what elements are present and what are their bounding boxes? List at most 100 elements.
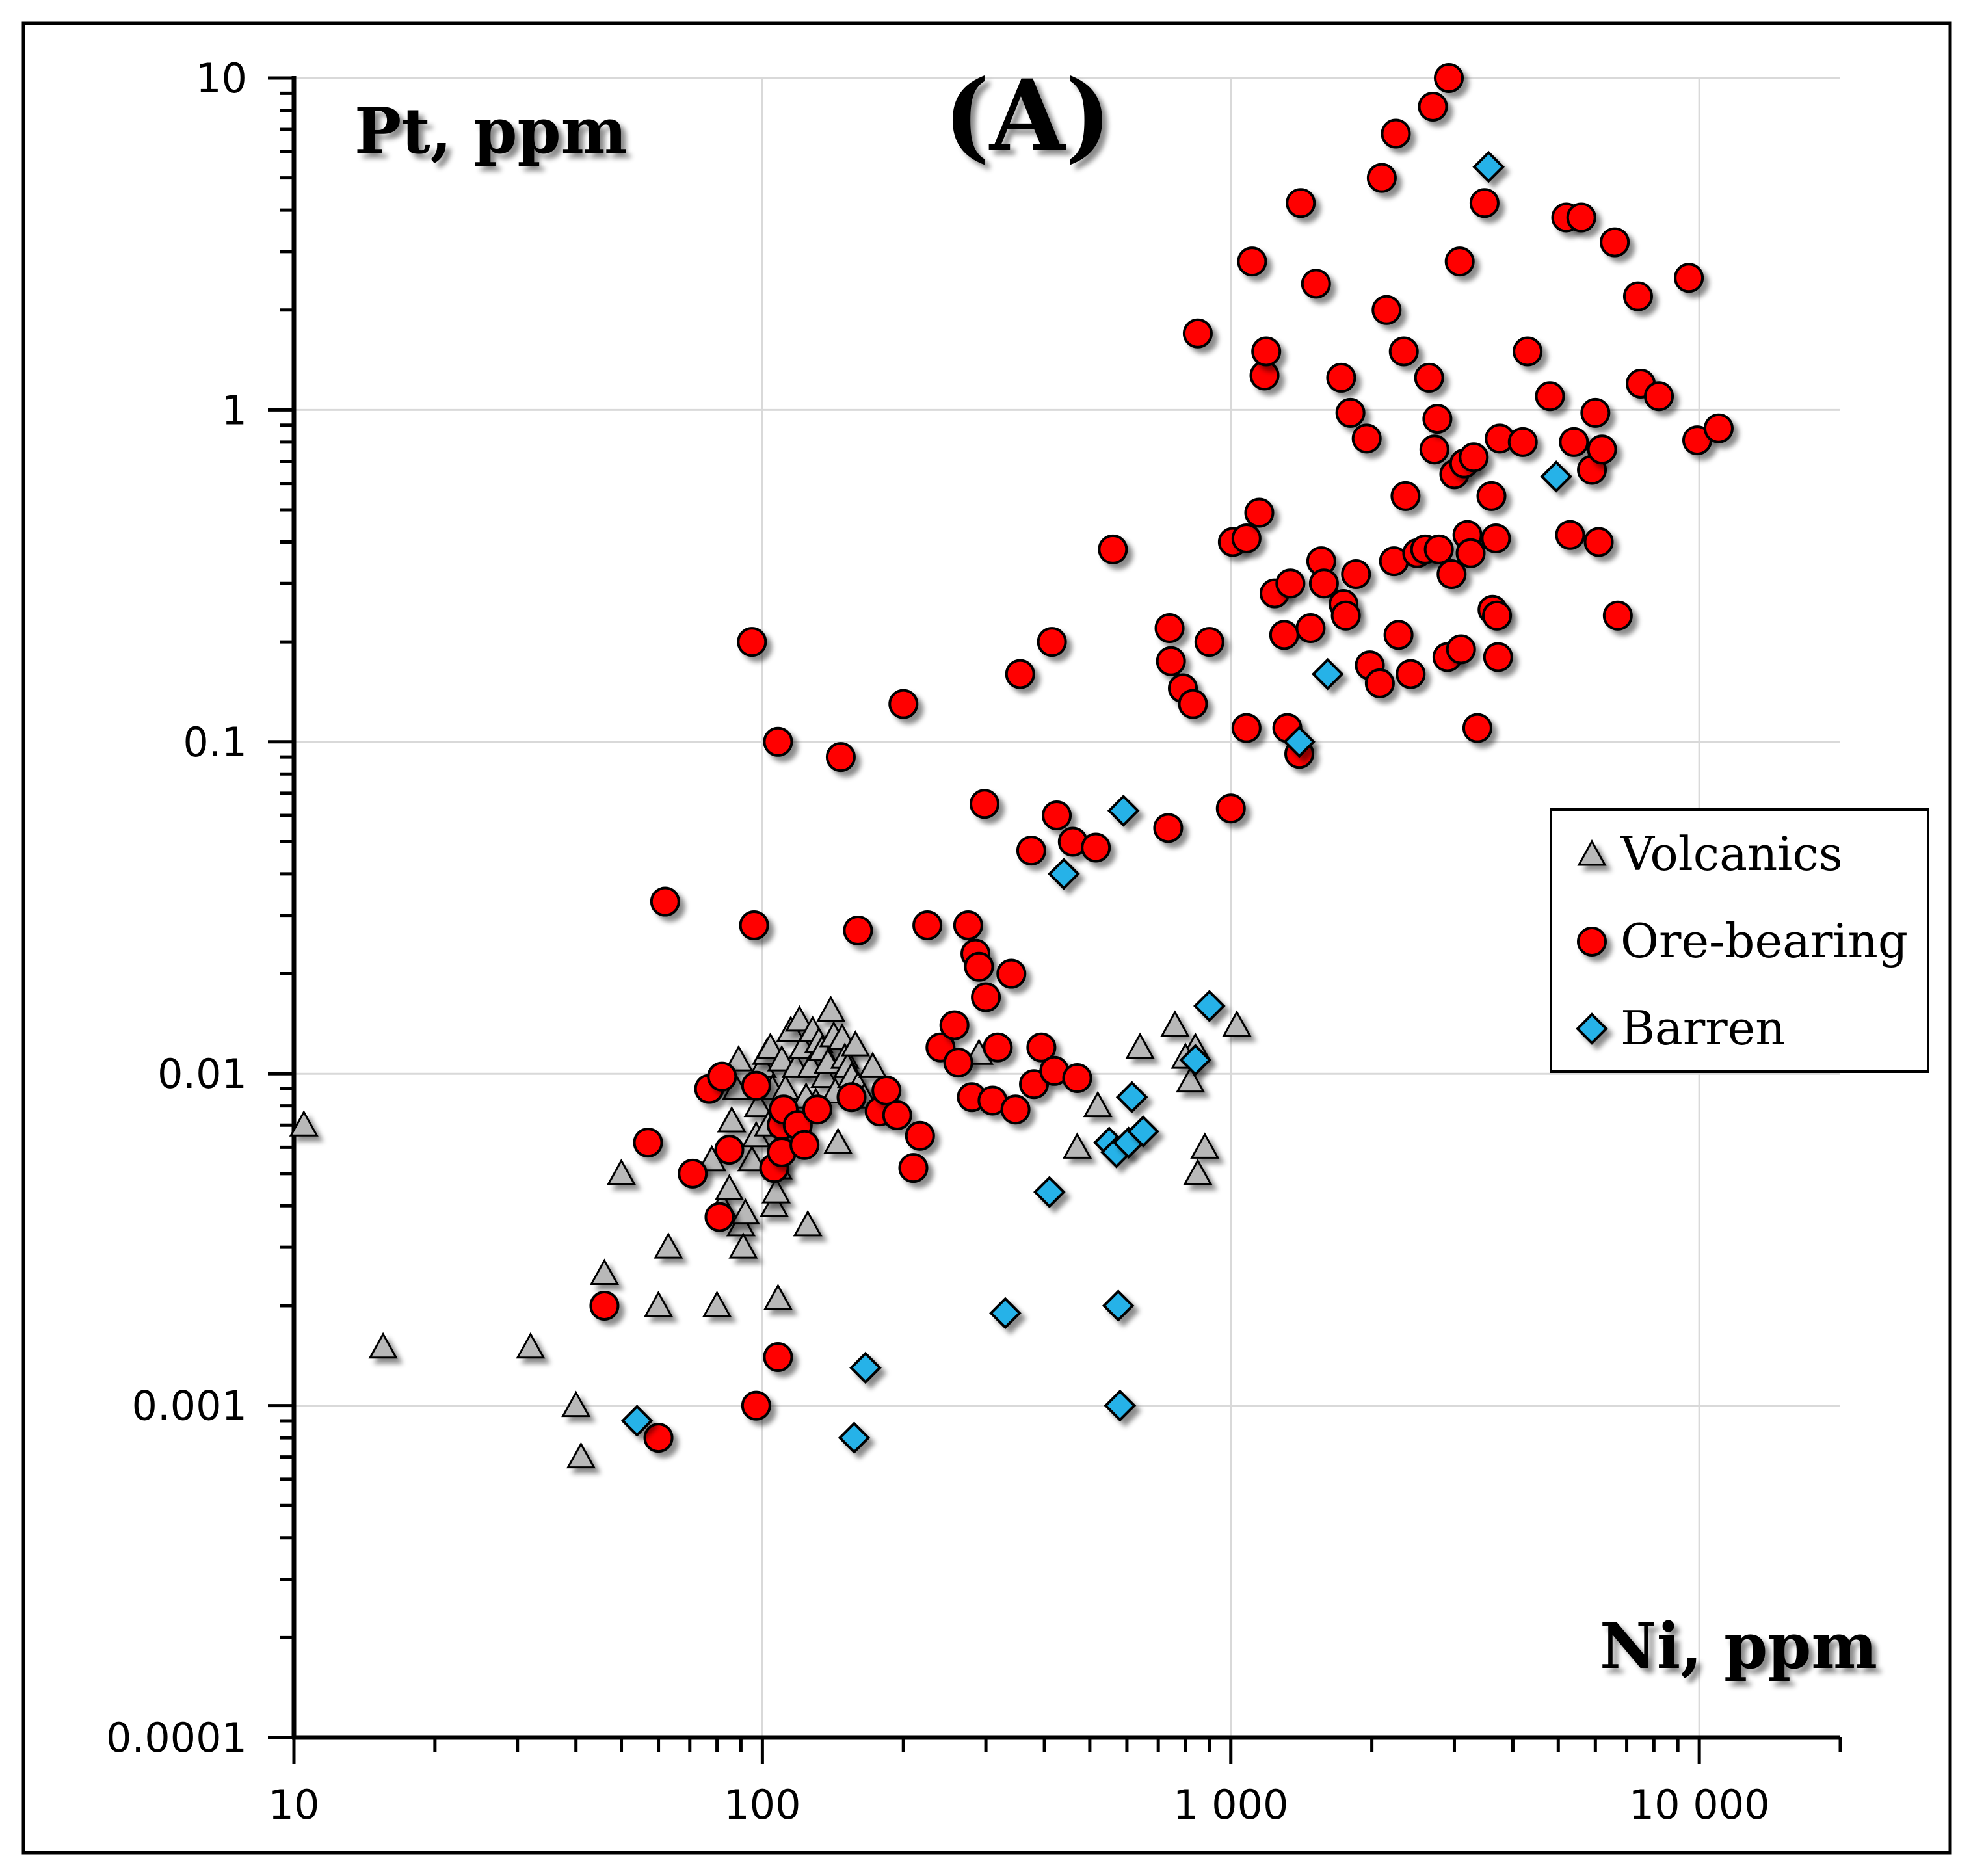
circle-point (1182, 318, 1213, 349)
circle-point (714, 1135, 745, 1165)
circle-point (1215, 793, 1246, 824)
legend-label-barren: Barren (1620, 1001, 1786, 1055)
circle-point (1286, 188, 1316, 218)
triangle-point (516, 1332, 546, 1359)
circle-point (1674, 263, 1704, 293)
triangle-point (561, 1390, 591, 1418)
circle-point (1301, 269, 1331, 299)
circle-point (996, 958, 1027, 989)
circle-point (871, 1076, 902, 1106)
triangle-point (737, 1144, 767, 1172)
triangle-point (823, 1128, 853, 1154)
triangle-point (589, 1258, 619, 1285)
circle-point (1335, 397, 1366, 428)
circle-point (1446, 634, 1476, 665)
diamond-point (1193, 990, 1226, 1022)
circle-point (1600, 227, 1630, 258)
circle-point (633, 1128, 663, 1158)
circle-point (825, 742, 856, 773)
diamond-point (1540, 460, 1572, 493)
circle-point (1423, 534, 1454, 564)
triangle-point (724, 1044, 754, 1072)
triangle-point (761, 1177, 791, 1204)
circle-point (1295, 613, 1326, 644)
circle-point (1444, 246, 1475, 277)
circle-point (969, 789, 999, 819)
circle-point (1153, 813, 1184, 843)
data-points (289, 63, 1734, 1469)
circle-point (1390, 481, 1421, 511)
triangle-point (1062, 1132, 1092, 1159)
circle-point (1154, 613, 1185, 644)
circle-point (843, 916, 873, 946)
circle-point (704, 1202, 735, 1232)
x-axis-title: Ni, ppm (1600, 1609, 1877, 1683)
triangle-point (793, 1209, 823, 1237)
diamond-point (1179, 1044, 1212, 1076)
panel-label: (A) (944, 59, 1111, 173)
triangle-point (714, 1174, 745, 1200)
circle-point (1535, 381, 1565, 412)
circle-point (905, 1120, 935, 1151)
triangle-point (717, 1105, 747, 1133)
triangle-point (730, 1198, 760, 1225)
circle-point (1703, 413, 1734, 443)
circle-point (939, 1010, 970, 1040)
triangle-point (743, 1090, 773, 1118)
triangle-point (756, 1032, 786, 1059)
diamond-point (1033, 1176, 1066, 1209)
triangle-point (1222, 1010, 1252, 1037)
circle-point (707, 1061, 737, 1092)
triangle-point (784, 1005, 814, 1032)
circle-point (1308, 568, 1339, 599)
diamond-point (1104, 1389, 1137, 1422)
y-tick-label: 0.0001 (106, 1714, 247, 1762)
triangle-point (644, 1290, 674, 1317)
circle-point (912, 910, 943, 940)
legend: Volcanics Ore-bearing Barren (1550, 808, 1929, 1073)
diamond-point (849, 1351, 882, 1384)
circle-point (1459, 442, 1489, 473)
triangle-point (566, 1442, 596, 1469)
diamond-point (1311, 657, 1344, 691)
diamond-point (620, 1405, 654, 1437)
axes (291, 76, 1840, 1740)
triangle-point (702, 1290, 732, 1317)
x-tick-label: 1 000 (1173, 1781, 1289, 1829)
circle-point (1275, 568, 1306, 599)
circle-point (971, 982, 1001, 1012)
circle-point (1436, 559, 1467, 589)
diamond-point (1102, 1289, 1135, 1322)
circle-point (1037, 627, 1067, 657)
circle-point (1366, 163, 1397, 193)
legend-marker-circle (1577, 927, 1607, 957)
circle-point (1622, 281, 1653, 311)
x-tick-label: 100 (724, 1781, 800, 1829)
triangle-point (654, 1232, 683, 1259)
circle-point (741, 1070, 771, 1101)
circle-point (1482, 600, 1513, 631)
legend-label-volcanics: Volcanics (1620, 826, 1843, 881)
circle-point (1341, 559, 1371, 589)
circle-point (1251, 336, 1282, 367)
triangle-point (289, 1110, 319, 1137)
circle-point (1422, 404, 1453, 434)
x-tick-label: 10 000 (1629, 1781, 1770, 1829)
diamond-point (1127, 1115, 1159, 1148)
circle-point (1178, 689, 1208, 719)
tick-labels: 10 1 0.1 0.01 0.001 0.0001 10 100 1 000 10 000 (106, 55, 1770, 1829)
circle-point (737, 627, 767, 657)
triangle-point (1125, 1032, 1155, 1059)
circle-point (1587, 434, 1617, 465)
circle-point (1383, 620, 1414, 650)
triangle-point (606, 1158, 637, 1185)
circle-point (1580, 397, 1611, 428)
diamond-point (1472, 150, 1505, 183)
y-axis-title: Pt, ppm (354, 94, 627, 168)
triangle-point (728, 1232, 758, 1259)
triangle-point (1176, 1066, 1206, 1093)
circle-point (1555, 520, 1585, 550)
circle-point (1418, 91, 1448, 122)
circle-point (1462, 713, 1492, 743)
